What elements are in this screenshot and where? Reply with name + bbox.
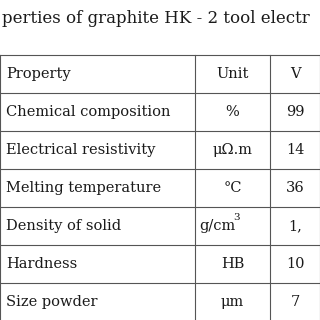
Text: 14: 14 xyxy=(286,143,304,157)
Text: Property: Property xyxy=(6,67,71,81)
Text: Unit: Unit xyxy=(216,67,249,81)
Text: 99: 99 xyxy=(286,105,304,119)
Text: Chemical composition: Chemical composition xyxy=(6,105,171,119)
Text: Melting temperature: Melting temperature xyxy=(6,181,161,195)
Text: 10: 10 xyxy=(286,257,304,271)
Text: HB: HB xyxy=(221,257,244,271)
Text: Density of solid: Density of solid xyxy=(6,219,121,233)
Text: μΩ.m: μΩ.m xyxy=(212,143,252,157)
Text: μm: μm xyxy=(221,295,244,309)
Text: Electrical resistivity: Electrical resistivity xyxy=(6,143,156,157)
Text: g/cm: g/cm xyxy=(199,219,235,233)
Text: 1,: 1, xyxy=(288,219,302,233)
Text: V: V xyxy=(290,67,300,81)
Text: 3: 3 xyxy=(233,213,240,222)
Text: °C: °C xyxy=(223,181,242,195)
Text: Hardness: Hardness xyxy=(6,257,77,271)
Text: %: % xyxy=(226,105,239,119)
Text: Size powder: Size powder xyxy=(6,295,98,309)
Text: 7: 7 xyxy=(290,295,300,309)
Text: 36: 36 xyxy=(286,181,304,195)
Text: perties of graphite HK - 2 tool electr: perties of graphite HK - 2 tool electr xyxy=(2,10,310,27)
